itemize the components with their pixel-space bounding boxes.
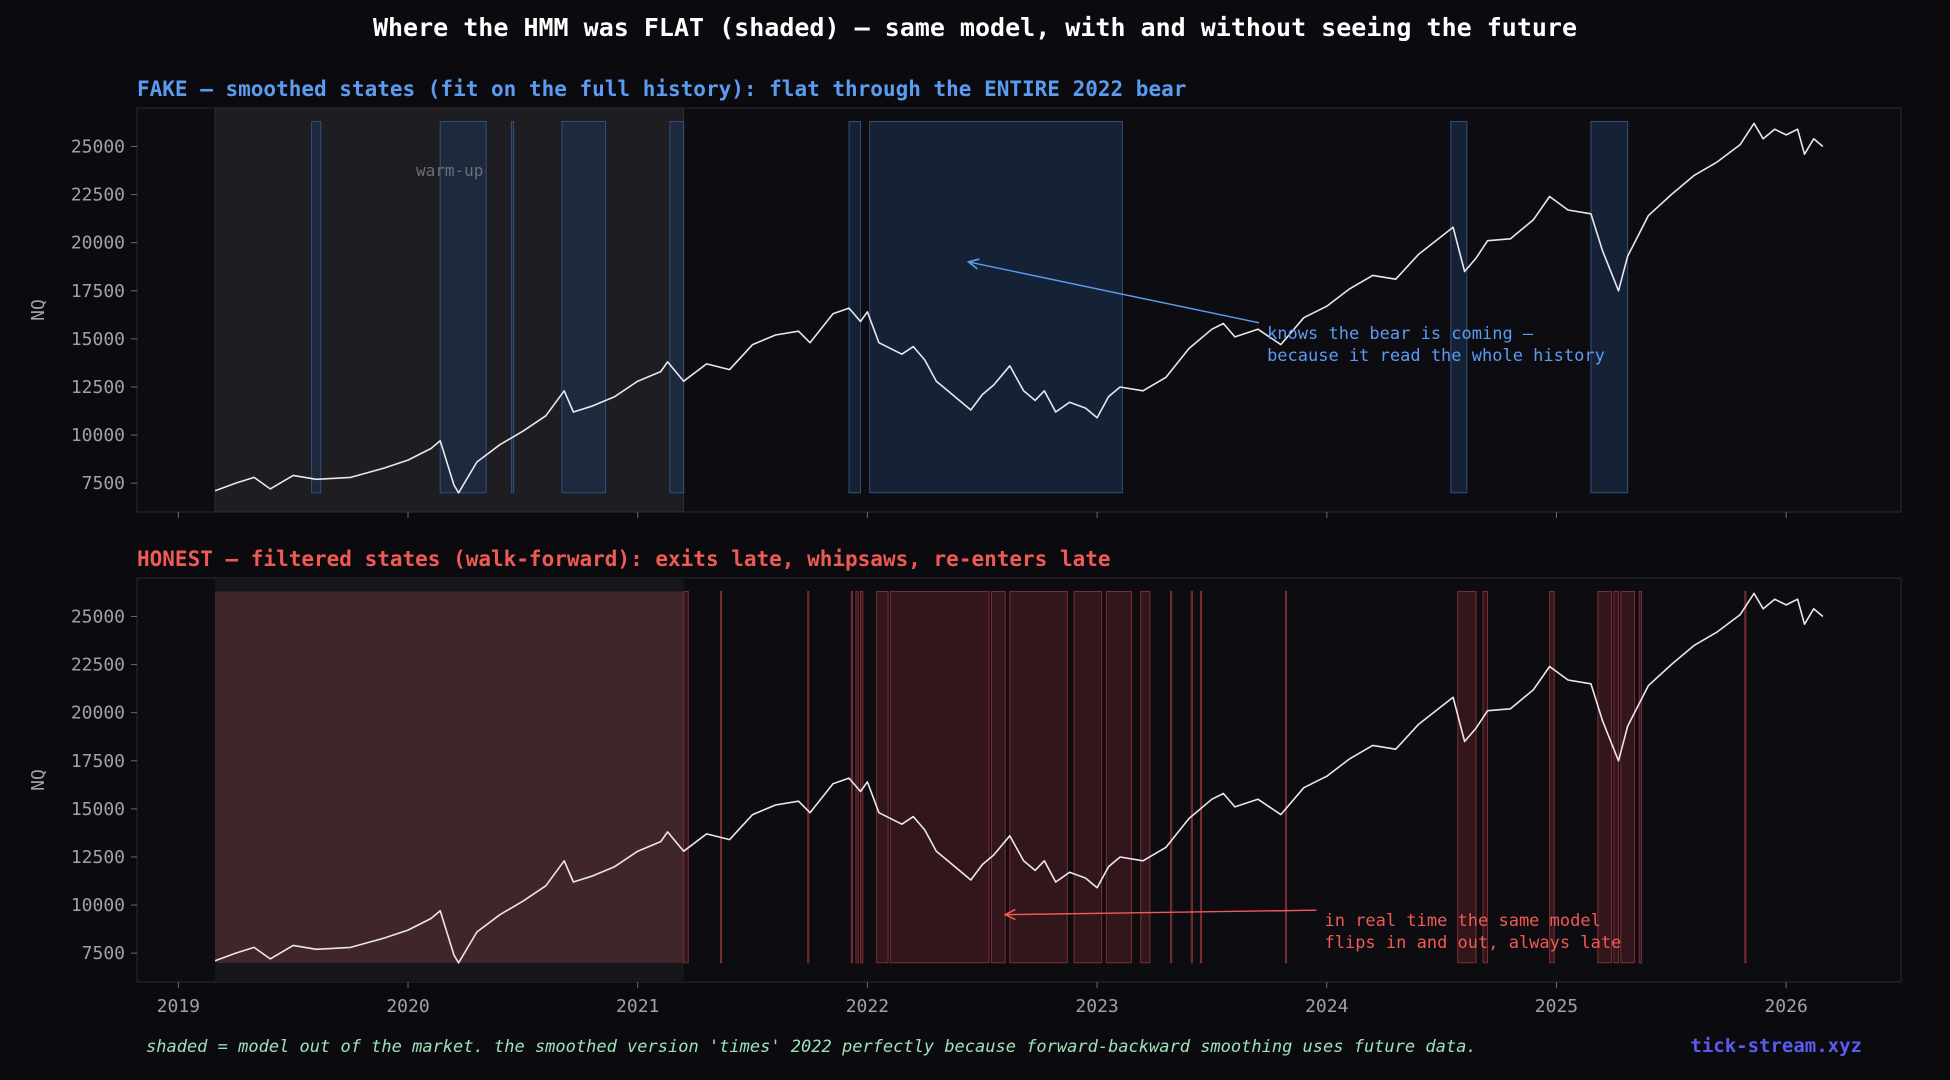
flat-period-band (860, 590, 864, 964)
panel-title: FAKE — smoothed states (fit on the full … (137, 77, 1186, 101)
annotation-line: in real time the same model (1324, 911, 1600, 931)
y-tick-label: 17500 (71, 281, 125, 302)
flat-period-band (510, 120, 515, 494)
annotation-arrow (1005, 910, 1317, 914)
flat-period-band (1549, 590, 1555, 964)
panel-title: HONEST — filtered states (walk-forward):… (137, 547, 1111, 571)
flat-period-band (1590, 120, 1629, 494)
nq-price-line (214, 122, 1824, 494)
x-tick-label: 2023 (1075, 996, 1118, 1017)
y-tick-label: 15000 (71, 329, 125, 350)
y-tick-label: 25000 (71, 606, 125, 627)
y-tick-label: 12500 (71, 847, 125, 868)
flat-period-band (719, 590, 723, 964)
flat-period-band (439, 120, 487, 494)
nq-price-line (214, 592, 1824, 964)
flat-period-band (1744, 590, 1747, 964)
flat-period-band (807, 590, 810, 964)
figure-title: Where the HMM was FLAT (shaded) — same m… (373, 13, 1577, 42)
flat-period-band (848, 120, 862, 494)
flat-period-band (683, 590, 689, 964)
x-tick-label: 2026 (1764, 996, 1807, 1017)
warmup-flat-region (215, 591, 684, 963)
flat-period-band (669, 120, 685, 494)
flat-period-band (1190, 590, 1193, 964)
brand-link[interactable]: tick-stream.xyz (1690, 1035, 1862, 1057)
flat-period-band (1638, 590, 1642, 964)
x-tick-label: 2024 (1305, 996, 1348, 1017)
flat-period-band (855, 590, 859, 964)
footer-note: shaded = model out of the market. the sm… (146, 1037, 1477, 1057)
annotation-line: because it read the whole history (1267, 346, 1605, 366)
x-tick-label: 2022 (846, 996, 889, 1017)
x-tick-label: 2019 (157, 996, 200, 1017)
flat-period-band (561, 120, 607, 494)
flat-period-band (1613, 590, 1619, 964)
x-tick-label: 2020 (386, 996, 429, 1017)
honest-panel: 7500 10000 12500 15000 17500 20000 22500 25000 2… (28, 547, 1902, 1017)
flat-period-band (876, 590, 889, 964)
flat-period-band (1620, 590, 1636, 964)
flat-period-band (850, 590, 853, 964)
flat-period-band (1284, 590, 1288, 964)
flat-period-band (311, 120, 322, 494)
y-tick-label: 25000 (71, 136, 125, 157)
annotation-line: knows the bear is coming — (1267, 324, 1534, 344)
y-tick-label: 10000 (71, 895, 125, 916)
annotation-text: knows the bear is coming — because it rea… (1267, 324, 1605, 366)
flat-period-band (1170, 590, 1173, 964)
y-tick-label: 7500 (82, 473, 125, 494)
y-tick-label: 22500 (71, 185, 125, 206)
y-tick-label: 20000 (71, 703, 125, 724)
flat-period-band (889, 590, 990, 964)
flat-period-band (1482, 590, 1489, 964)
y-tick-label: 15000 (71, 799, 125, 820)
annotation-text: in real time the same model flips in and … (1324, 911, 1621, 953)
warmup-label: warm-up (416, 161, 483, 180)
y-tick-label: 10000 (71, 425, 125, 446)
y-tick-label: 20000 (71, 233, 125, 254)
y-axis-label: NQ (28, 299, 49, 321)
x-tick-label: 2025 (1535, 996, 1578, 1017)
flat-period-band (1199, 590, 1203, 964)
flat-period-band (1597, 590, 1613, 964)
fake-panel: warm-up 7500 10000 12500 15000 17500 20000 2250… (28, 77, 1902, 518)
x-tick-label: 2021 (616, 996, 659, 1017)
annotation-line: flips in and out, always late (1324, 933, 1621, 953)
y-tick-label: 22500 (71, 655, 125, 676)
y-tick-label: 17500 (71, 751, 125, 772)
flat-period-band (1450, 120, 1468, 494)
flat-period-band (1140, 590, 1151, 964)
flat-period-band (990, 590, 1006, 964)
flat-period-band (1105, 590, 1133, 964)
flat-period-band (1457, 590, 1477, 964)
flat-period-band (1073, 590, 1103, 964)
annotation-arrow (968, 262, 1260, 324)
y-tick-label: 7500 (82, 943, 125, 964)
y-axis-label: NQ (28, 769, 49, 791)
y-tick-label: 12500 (71, 377, 125, 398)
flat-period-band (869, 120, 1123, 494)
flat-period-band (1009, 590, 1068, 964)
